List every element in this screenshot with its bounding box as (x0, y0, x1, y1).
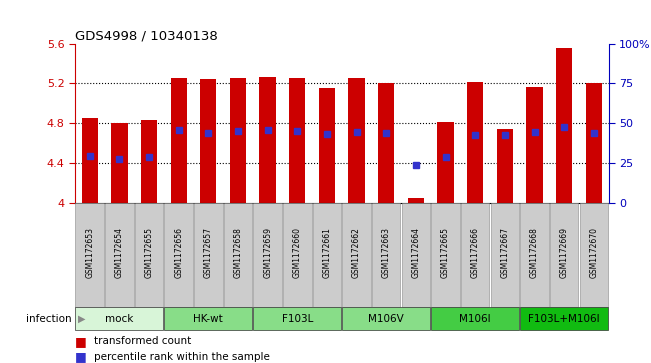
Text: GSM1172661: GSM1172661 (322, 228, 331, 278)
Bar (165, 307, 252, 330)
Bar (260, 77, 276, 203)
Bar (491, 203, 519, 307)
Text: mock: mock (105, 314, 133, 323)
Bar (432, 307, 519, 330)
Text: GSM1172668: GSM1172668 (530, 228, 539, 278)
Text: GSM1172663: GSM1172663 (381, 228, 391, 278)
Bar (105, 203, 133, 307)
Text: GSM1172667: GSM1172667 (501, 228, 509, 278)
Text: F103L+M106I: F103L+M106I (529, 314, 600, 323)
Bar (141, 121, 157, 203)
Bar (171, 78, 187, 203)
Bar (230, 77, 246, 203)
Text: GSM1172658: GSM1172658 (234, 228, 242, 278)
Bar (348, 78, 365, 203)
Bar (556, 48, 572, 203)
Text: F103L: F103L (282, 314, 313, 323)
Text: GDS4998 / 10340138: GDS4998 / 10340138 (75, 29, 217, 42)
Bar (253, 203, 282, 307)
Text: GSM1172655: GSM1172655 (145, 228, 154, 278)
Bar (135, 203, 163, 307)
Bar (194, 203, 223, 307)
Bar (378, 83, 395, 203)
Text: ■: ■ (75, 350, 87, 363)
Bar (342, 307, 430, 330)
Text: infection: infection (26, 314, 72, 323)
Bar (312, 203, 341, 307)
Bar (579, 203, 608, 307)
Text: GSM1172656: GSM1172656 (174, 228, 183, 278)
Bar (200, 79, 217, 203)
Bar (319, 89, 335, 203)
Bar (111, 123, 128, 203)
Bar (81, 118, 98, 203)
Text: GSM1172657: GSM1172657 (204, 228, 213, 278)
Bar (437, 122, 454, 203)
Text: GSM1172665: GSM1172665 (441, 228, 450, 278)
Text: GSM1172662: GSM1172662 (352, 228, 361, 278)
Bar (461, 203, 490, 307)
Text: GSM1172654: GSM1172654 (115, 228, 124, 278)
Bar (520, 307, 608, 330)
Bar (76, 307, 163, 330)
Bar (497, 129, 513, 203)
Text: GSM1172670: GSM1172670 (589, 228, 598, 278)
Bar (165, 203, 193, 307)
Text: GSM1172666: GSM1172666 (471, 228, 480, 278)
Text: percentile rank within the sample: percentile rank within the sample (94, 352, 270, 362)
Bar (408, 198, 424, 203)
Text: GSM1172653: GSM1172653 (85, 228, 94, 278)
Bar (550, 203, 579, 307)
Bar (467, 82, 484, 203)
Bar (432, 203, 460, 307)
Text: M106V: M106V (368, 314, 404, 323)
Bar (527, 87, 543, 203)
Bar (372, 203, 400, 307)
Text: M106I: M106I (460, 314, 491, 323)
Bar (253, 307, 341, 330)
Bar (76, 203, 104, 307)
Bar (283, 203, 312, 307)
Text: transformed count: transformed count (94, 336, 191, 346)
Text: HK-wt: HK-wt (193, 314, 223, 323)
Bar (402, 203, 430, 307)
Text: GSM1172659: GSM1172659 (263, 228, 272, 278)
Bar (520, 203, 549, 307)
Text: ▶: ▶ (78, 314, 86, 323)
Bar (586, 83, 602, 203)
Text: GSM1172669: GSM1172669 (560, 228, 569, 278)
Bar (289, 77, 305, 203)
Text: ■: ■ (75, 335, 87, 348)
Text: GSM1172660: GSM1172660 (293, 228, 302, 278)
Text: GSM1172664: GSM1172664 (411, 228, 421, 278)
Bar (224, 203, 252, 307)
Bar (342, 203, 371, 307)
